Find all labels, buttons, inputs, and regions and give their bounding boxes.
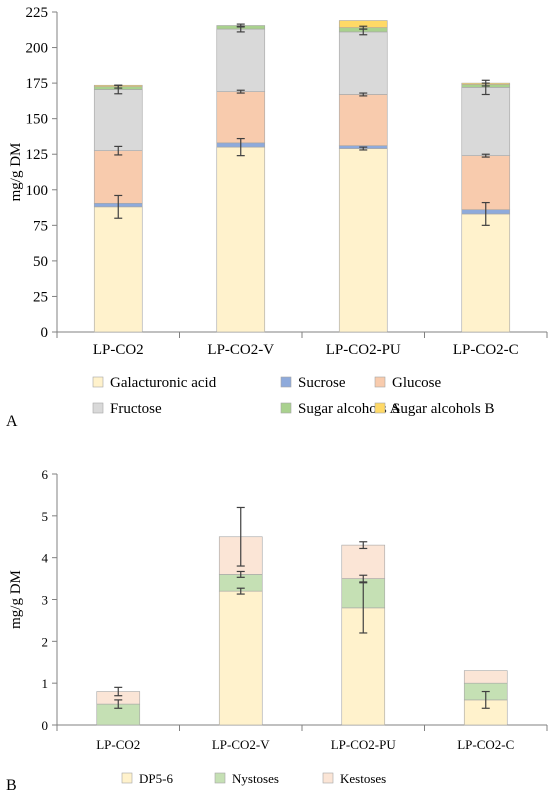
y-tick-label: 3 [42,593,49,608]
bar-segment-glucose [216,91,266,144]
x-tick-label: LP-CO2-PU [326,342,401,358]
y-tick-label: 50 [33,254,48,270]
legend-label-sucrose: Sucrose [298,375,346,391]
legend-label-kestoses: Kestoses [340,771,386,786]
panel-label: B [6,777,17,794]
y-tick-label: 150 [26,112,49,128]
bar-segment-glucose [338,94,388,146]
y-tick-label: 175 [26,76,49,92]
y-axis-label: mg/g DM [8,143,24,202]
legend-swatch-sucrose [280,376,292,388]
legend-swatch-nystoses [214,772,226,784]
legend-label-glucose: Glucose [392,375,441,391]
y-tick-label: 0 [41,325,49,341]
legend-swatch-galacturonic-acid [92,376,104,388]
bar-segment-fructose [93,89,143,151]
y-tick-label: 1 [42,676,49,691]
x-tick-label: LP-CO2-V [212,737,270,752]
legend-label-sugar-alcohols-b: Sugar alcohols B [392,401,495,417]
bar-segment-glucose [461,155,511,210]
bar-segment-fructose [216,28,266,92]
y-axis-label: mg/g DM [8,570,24,629]
bar-segment-kestoses [463,670,508,684]
bar-segment-galacturonic-acid [93,206,143,333]
legend-label-fructose: Fructose [110,401,162,417]
y-tick-label: 4 [42,551,49,566]
y-tick-label: 6 [42,467,49,482]
x-tick-label: LP-CO2-V [207,342,274,358]
legend-swatch-fructose [92,402,104,414]
legend-swatch-kestoses [322,772,334,784]
x-tick-label: LP-CO2 [93,342,144,358]
y-tick-label: 100 [26,183,49,199]
panel-label: A [6,413,18,430]
y-tick-label: 5 [42,509,49,524]
y-tick-label: 0 [42,718,49,733]
bar-segment-dp5-6 [218,590,263,726]
x-tick-label: LP-CO2-C [453,342,519,358]
legend-label-dp5-6: DP5-6 [139,771,173,786]
legend-swatch-dp5-6 [121,772,133,784]
bar-segment-fructose [461,87,511,156]
chart-panel-a: 0 25 50 75 100 125 150 175 200 225 mg/g DM LP-CO2 LP… [6,5,548,430]
bar-segment-kestoses [341,544,386,579]
y-tick-label: 225 [26,5,49,21]
bar-segment-galacturonic-acid [216,146,266,333]
bar-segment-fructose [338,31,388,95]
y-tick-label: 200 [26,41,49,57]
legend-label-galacturonic-acid: Galacturonic acid [110,375,217,391]
legend-swatch-glucose [374,376,386,388]
y-tick-label: 25 [33,289,48,305]
legend-swatch-sugar-alcohols-b [374,402,386,414]
bar-segment-galacturonic-acid [338,148,388,333]
y-tick-label: 2 [42,634,49,649]
x-tick-label: LP-CO2-C [457,737,514,752]
y-tick-label: 125 [26,147,49,163]
bar-segment-galacturonic-acid [461,213,511,333]
y-tick-label: 75 [33,218,48,234]
x-tick-label: LP-CO2-PU [331,737,397,752]
x-tick-label: LP-CO2 [96,737,140,752]
chart-panel-b: 0 1 2 3 4 5 6 mg/g DM LP-CO2 LP-CO2-V LP-CO2-PU LP-… [6,467,548,794]
legend-swatch-sugar-alcohols-a [280,402,292,414]
legend-label-nystoses: Nystoses [232,771,279,786]
